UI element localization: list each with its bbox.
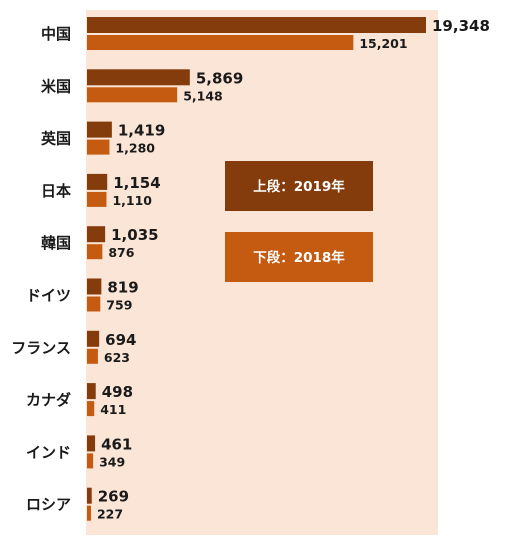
data-label-2018: 623 <box>104 350 130 365</box>
data-label-2019: 819 <box>107 279 138 297</box>
category-label: ドイツ <box>26 287 71 305</box>
bar-2018 <box>87 244 102 259</box>
category-label: フランス <box>11 339 71 357</box>
legend-2018: 下段：2018年 <box>225 232 373 282</box>
legend-2019-label: 上段：2019年 <box>253 178 345 195</box>
bar-2018 <box>87 192 106 207</box>
category-label: 韓国 <box>41 234 71 252</box>
data-label-2018: 1,280 <box>115 141 155 156</box>
bar-2019 <box>87 17 426 33</box>
data-label-2019: 269 <box>98 488 129 506</box>
category-label: 米国 <box>41 77 71 95</box>
legend-2019: 上段：2019年 <box>225 161 373 211</box>
data-label-2018: 411 <box>100 402 126 417</box>
bar-2019 <box>87 279 101 295</box>
bar-2019 <box>87 226 105 242</box>
bar-2018 <box>87 140 109 155</box>
data-label-2019: 1,035 <box>111 226 158 244</box>
data-label-2018: 227 <box>97 507 123 522</box>
data-label-2019: 461 <box>101 435 132 453</box>
data-label-2019: 498 <box>102 383 133 401</box>
data-label-2018: 349 <box>99 454 125 469</box>
bar-2018 <box>87 297 100 312</box>
legend-2018-label: 下段：2018年 <box>253 249 345 266</box>
data-label-2018: 5,148 <box>183 88 223 103</box>
data-label-2018: 1,110 <box>112 193 152 208</box>
data-label-2018: 759 <box>106 298 132 313</box>
bar-2019 <box>87 383 96 399</box>
data-label-2019: 19,348 <box>432 17 490 35</box>
category-label: インド <box>26 443 71 461</box>
data-label-2018: 15,201 <box>359 36 407 51</box>
category-label: 中国 <box>41 25 71 43</box>
bar-2019 <box>87 435 95 451</box>
data-label-2018: 876 <box>108 245 134 260</box>
bar-2019 <box>87 331 99 347</box>
data-label-2019: 1,154 <box>113 174 160 192</box>
bar-2018 <box>87 401 94 416</box>
category-label: ロシア <box>26 496 71 514</box>
bar-2018 <box>87 35 353 50</box>
category-label: 英国 <box>41 130 71 148</box>
category-label: 日本 <box>41 182 71 200</box>
bar-2019 <box>87 69 190 85</box>
bar-2018 <box>87 506 91 521</box>
bar-2019 <box>87 122 112 138</box>
bar-2018 <box>87 453 93 468</box>
data-label-2019: 694 <box>105 331 136 349</box>
category-label: カナダ <box>26 391 71 409</box>
bar-2018 <box>87 87 177 102</box>
bar-2019 <box>87 174 107 190</box>
bar-2019 <box>87 488 92 504</box>
data-label-2019: 5,869 <box>196 69 243 87</box>
data-label-2019: 1,419 <box>118 122 165 140</box>
bar-2018 <box>87 349 98 364</box>
